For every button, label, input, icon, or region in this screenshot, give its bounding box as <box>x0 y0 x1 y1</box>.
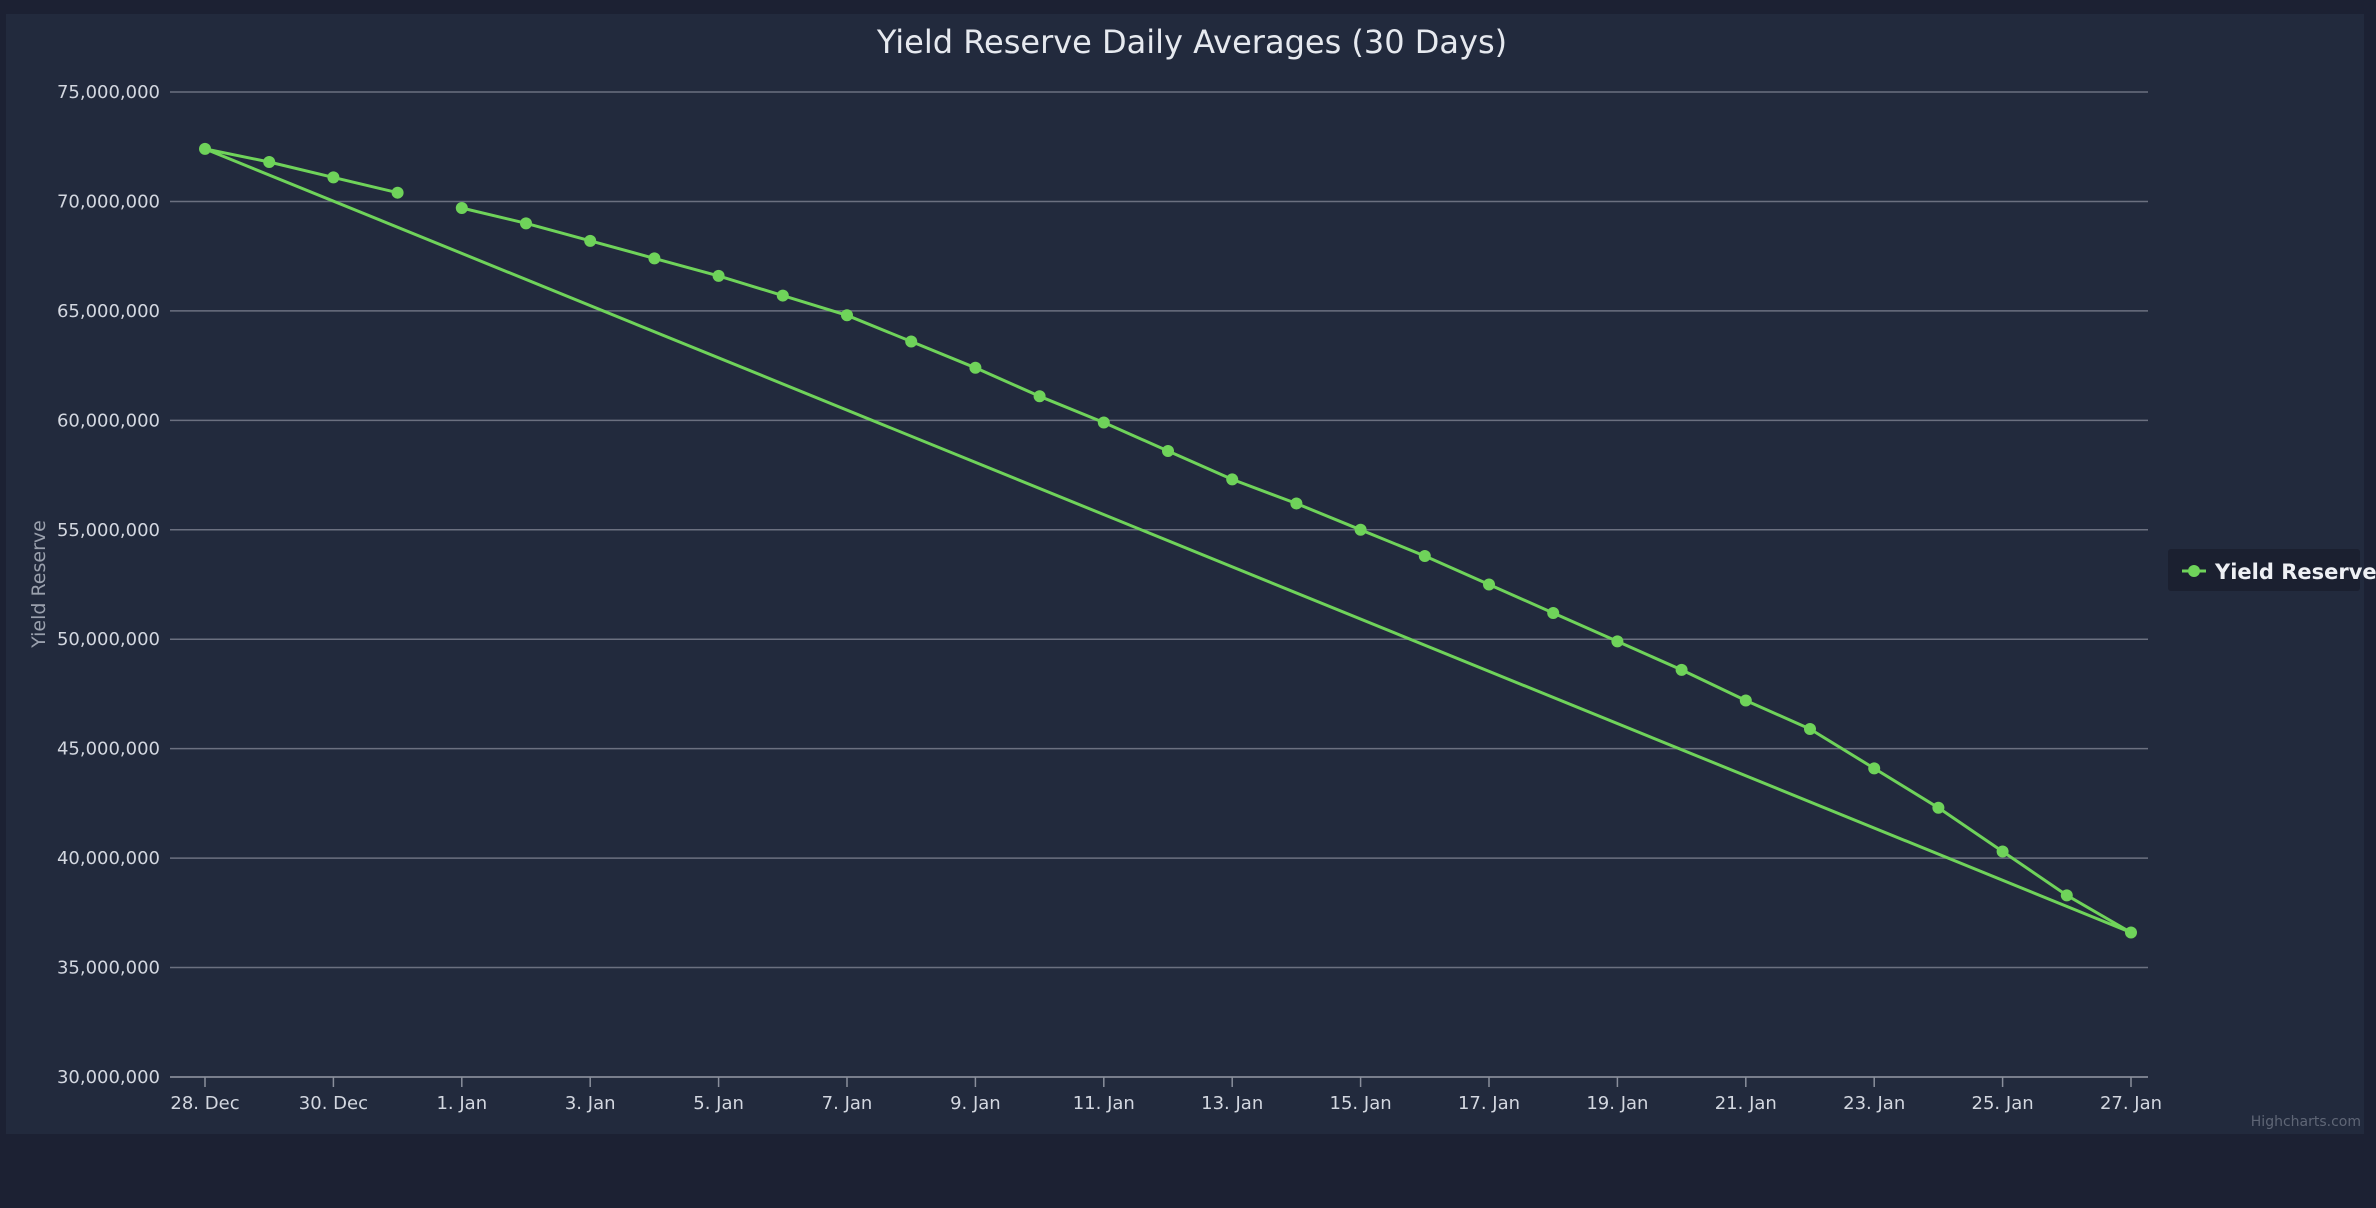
data-point[interactable] <box>905 335 918 348</box>
data-point[interactable] <box>969 361 982 374</box>
data-point[interactable] <box>1739 694 1752 707</box>
data-point[interactable] <box>1226 473 1239 486</box>
data-point[interactable] <box>648 252 661 265</box>
data-point[interactable] <box>1483 578 1495 591</box>
x-tick-label: 11. Jan <box>1073 1093 1135 1114</box>
y-tick-label: 40,000,000 <box>57 848 160 869</box>
chart-title: Yield Reserve Daily Averages (30 Days) <box>876 23 1507 61</box>
y-tick-label: 55,000,000 <box>57 520 160 541</box>
x-tick-label: 5. Jan <box>693 1093 744 1114</box>
x-tick-label: 3. Jan <box>565 1093 616 1114</box>
data-point[interactable] <box>263 156 276 169</box>
data-point[interactable] <box>1868 762 1881 775</box>
data-point[interactable] <box>2060 889 2073 902</box>
data-point[interactable] <box>1418 550 1431 563</box>
y-tick-label: 60,000,000 <box>57 410 160 431</box>
x-tick-label: 25. Jan <box>1972 1093 2034 1114</box>
y-tick-label: 75,000,000 <box>57 82 160 103</box>
x-tick-label: 19. Jan <box>1586 1093 1648 1114</box>
data-point[interactable] <box>584 234 597 247</box>
legend-item-yield-reserve[interactable]: Yield Reserve <box>2214 560 2376 584</box>
chart-panel <box>6 14 2364 1134</box>
credits-link[interactable]: Highcharts.com <box>2251 1114 2361 1130</box>
data-point[interactable] <box>199 142 211 155</box>
data-point[interactable] <box>520 217 532 230</box>
x-tick-label: 28. Dec <box>170 1093 239 1114</box>
legend[interactable]: Yield Reserve <box>2168 549 2376 591</box>
legend-background <box>2168 549 2360 591</box>
data-point[interactable] <box>841 309 853 322</box>
x-tick-label: 17. Jan <box>1458 1093 1520 1114</box>
data-point[interactable] <box>327 171 340 184</box>
y-axis-title: Yield Reserve <box>28 520 50 649</box>
data-point[interactable] <box>1804 722 1816 735</box>
data-point[interactable] <box>1996 845 2009 858</box>
data-point[interactable] <box>1611 635 1624 648</box>
data-point[interactable] <box>391 186 404 199</box>
x-tick-label: 23. Jan <box>1843 1093 1905 1114</box>
data-point[interactable] <box>1354 523 1367 536</box>
legend-marker-swatch <box>2188 565 2200 577</box>
data-point[interactable] <box>712 269 725 282</box>
x-tick-label: 21. Jan <box>1715 1093 1777 1114</box>
y-tick-label: 50,000,000 <box>57 629 160 650</box>
x-tick-label: 7. Jan <box>822 1093 873 1114</box>
data-point[interactable] <box>455 202 468 215</box>
data-point[interactable] <box>1162 444 1174 457</box>
series-line <box>204 147 2133 934</box>
data-point[interactable] <box>1675 663 1688 676</box>
data-point[interactable] <box>1097 416 1110 429</box>
data-point[interactable] <box>1547 606 1560 619</box>
data-point[interactable] <box>2125 926 2137 939</box>
y-axis-labels: 30,000,000 35,000,000 40,000,000 45,000,000… <box>57 82 160 1088</box>
data-point[interactable] <box>1033 390 1046 403</box>
x-tick-label: 15. Jan <box>1330 1093 1392 1114</box>
y-tick-label: 35,000,000 <box>57 958 160 979</box>
series-yield-reserve[interactable] <box>199 142 2137 939</box>
y-tick-label: 70,000,000 <box>57 191 160 212</box>
data-point[interactable] <box>1290 497 1303 510</box>
data-point[interactable] <box>776 289 789 302</box>
y-tick-label: 65,000,000 <box>57 301 160 322</box>
x-tick-label: 27. Jan <box>2100 1093 2162 1114</box>
x-tick-label: 1. Jan <box>436 1093 487 1114</box>
y-tick-label: 30,000,000 <box>57 1067 160 1088</box>
data-point[interactable] <box>1932 801 1945 814</box>
x-axis: 28. Dec 30. Dec 1. Jan 3. Jan 5. Jan 7. Jan 9.… <box>170 1076 2162 1114</box>
grid-lines <box>170 91 2148 1078</box>
y-tick-label: 45,000,000 <box>57 739 160 760</box>
x-tick-label: 9. Jan <box>950 1093 1001 1114</box>
x-tick-label: 30. Dec <box>299 1093 368 1114</box>
x-tick-label: 13. Jan <box>1201 1093 1263 1114</box>
